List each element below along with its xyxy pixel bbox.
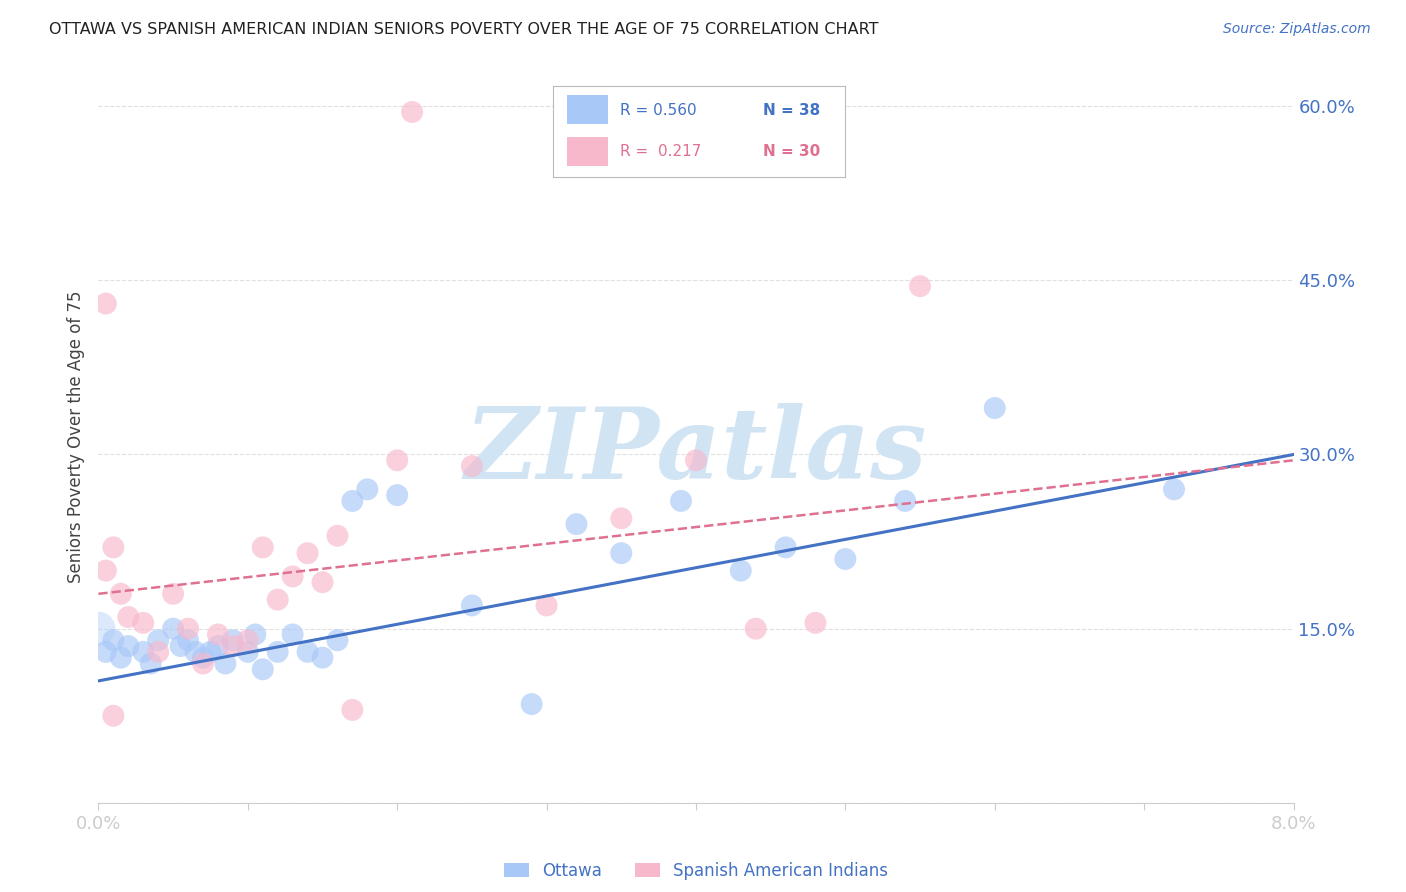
Point <box>297 546 319 560</box>
Point <box>385 453 409 467</box>
Point <box>110 650 132 665</box>
Point <box>236 633 259 648</box>
Point <box>236 645 259 659</box>
Point <box>214 657 236 671</box>
Point <box>252 662 274 676</box>
Point <box>342 703 364 717</box>
Point <box>252 541 274 555</box>
Point <box>169 639 191 653</box>
Point <box>139 657 162 671</box>
Point <box>536 599 558 613</box>
Point <box>775 541 797 555</box>
Point <box>342 494 364 508</box>
Text: OTTAWA VS SPANISH AMERICAN INDIAN SENIORS POVERTY OVER THE AGE OF 75 CORRELATION: OTTAWA VS SPANISH AMERICAN INDIAN SENIOR… <box>49 22 879 37</box>
Point <box>148 633 170 648</box>
Point <box>103 708 125 723</box>
Point <box>281 627 304 641</box>
Point <box>245 627 267 641</box>
Point <box>222 639 245 653</box>
Point <box>356 483 378 497</box>
Point <box>685 453 707 467</box>
Point <box>191 657 214 671</box>
Point <box>610 546 633 560</box>
Point <box>461 599 484 613</box>
Y-axis label: Seniors Poverty Over the Age of 75: Seniors Poverty Over the Age of 75 <box>67 291 86 583</box>
Point <box>834 552 856 566</box>
Point <box>94 645 117 659</box>
Point <box>401 105 423 120</box>
Point <box>162 622 184 636</box>
Point <box>745 622 768 636</box>
Point <box>520 697 543 711</box>
Point <box>311 575 333 590</box>
Point <box>610 511 633 525</box>
Point <box>730 564 752 578</box>
Point <box>191 650 214 665</box>
Point <box>94 296 117 310</box>
Point <box>385 488 409 502</box>
Point <box>222 633 245 648</box>
Point <box>984 401 1007 415</box>
Point <box>1163 483 1185 497</box>
Point <box>148 645 170 659</box>
Point <box>117 639 139 653</box>
Point <box>326 633 349 648</box>
Point <box>267 645 290 659</box>
Point <box>117 610 139 624</box>
Point <box>132 615 155 630</box>
Point <box>132 645 155 659</box>
Point <box>297 645 319 659</box>
Point <box>461 459 484 474</box>
Point <box>267 592 290 607</box>
Legend: Ottawa, Spanish American Indians: Ottawa, Spanish American Indians <box>496 855 896 887</box>
Point <box>311 650 333 665</box>
Point <box>87 622 110 636</box>
Point <box>894 494 917 508</box>
Point <box>804 615 827 630</box>
Point <box>669 494 692 508</box>
Point <box>177 622 200 636</box>
Point <box>94 564 117 578</box>
Point <box>207 627 229 641</box>
Point <box>110 587 132 601</box>
Point <box>908 279 931 293</box>
Text: ZIPatlas: ZIPatlas <box>465 403 927 500</box>
Point <box>103 541 125 555</box>
Point <box>162 587 184 601</box>
Point <box>281 569 304 583</box>
Point <box>326 529 349 543</box>
Point <box>565 517 588 532</box>
Point <box>207 639 229 653</box>
Point <box>184 645 207 659</box>
Point <box>103 633 125 648</box>
Text: Source: ZipAtlas.com: Source: ZipAtlas.com <box>1223 22 1371 37</box>
Point <box>177 633 200 648</box>
Point <box>200 645 222 659</box>
